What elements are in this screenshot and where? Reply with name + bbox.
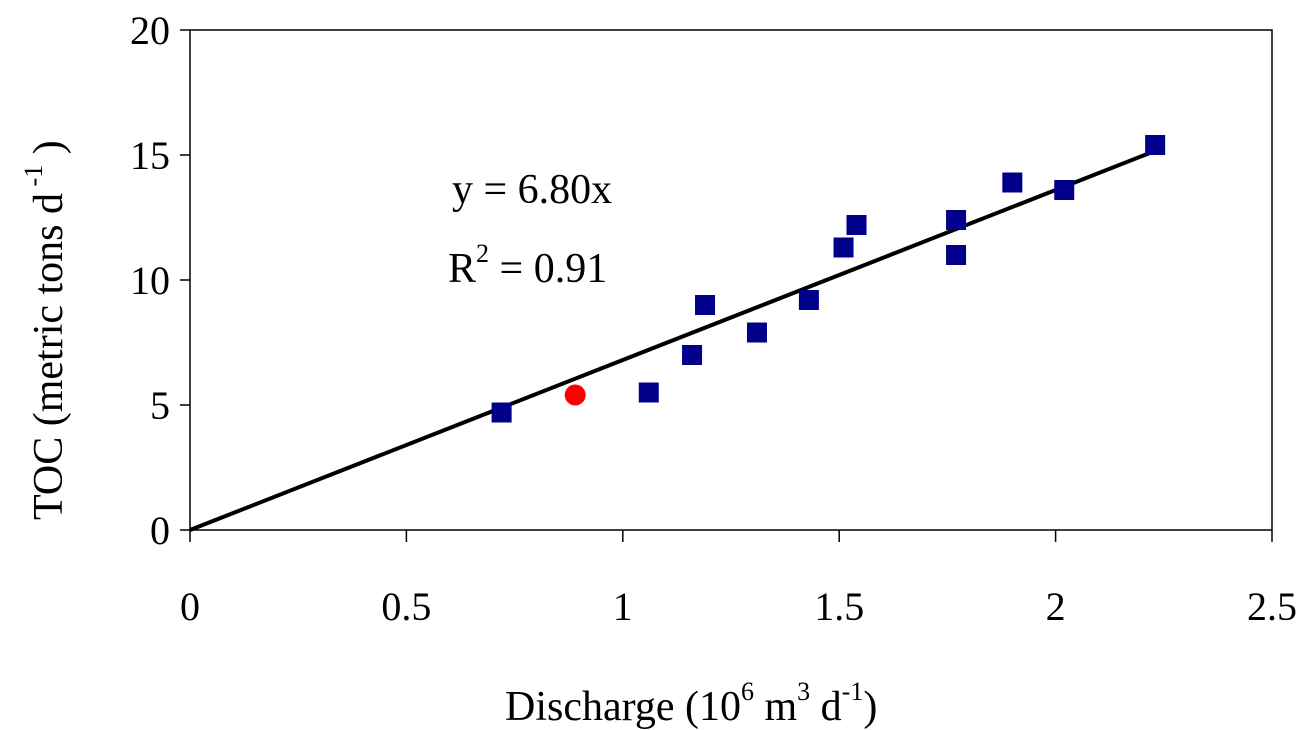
xlabel-prefix: Discharge (10 (505, 684, 741, 730)
x-axis-title: Discharge (106 m3 d-1) (505, 677, 877, 730)
y-tick-label: 10 (130, 258, 170, 303)
data-point-square (946, 245, 967, 265)
y-axis-title: TOC (metric tons d -1 ) (19, 140, 72, 520)
x-tick-label: 2 (1046, 584, 1066, 629)
trendline (189, 149, 1156, 532)
r2-prefix: R (448, 246, 476, 292)
r-squared-annotation: R2 = 0.91 (448, 239, 607, 292)
y-tick-label: 0 (150, 508, 170, 553)
x-tick-label: 1 (613, 584, 633, 629)
data-point-square (1054, 180, 1075, 200)
xlabel-sup-1: 6 (741, 677, 754, 706)
y-tick-label: 5 (150, 383, 170, 428)
data-point-square (746, 322, 767, 343)
y-tick-label: 15 (130, 133, 170, 178)
r2-suffix: = 0.91 (489, 246, 607, 292)
y-tick-label: 20 (130, 8, 170, 53)
data-point-square (798, 290, 819, 310)
xlabel-sup-3: -1 (842, 677, 864, 706)
data-points (491, 135, 1166, 423)
data-point-square (946, 210, 967, 230)
x-tick-label: 1.5 (814, 584, 864, 629)
xlabel-mid-1: m (754, 684, 798, 730)
data-point-square (833, 237, 854, 258)
data-point-square (695, 295, 716, 315)
data-point-square (1002, 172, 1023, 193)
r2-superscript: 2 (476, 239, 489, 268)
x-tick-label: 0.5 (381, 584, 431, 629)
data-point-square (638, 382, 659, 403)
y-axis-ticks: 0 5 10 15 20 (130, 8, 190, 553)
xlabel-mid-2: d (810, 684, 842, 730)
x-axis-ticks: 0 0.5 1 1.5 2 2.5 (180, 530, 1297, 629)
ylabel-prefix: TOC (metric tons d (26, 193, 72, 520)
ylabel-superscript: -1 (19, 165, 48, 193)
data-point-square (682, 345, 703, 365)
x-tick-label: 0 (180, 584, 200, 629)
x-tick-label: 2.5 (1247, 584, 1297, 629)
data-point-square (846, 215, 867, 235)
data-point-square (1145, 135, 1166, 155)
equation-annotation: y = 6.80x (452, 167, 612, 213)
data-point-square (491, 402, 512, 423)
data-point-circle (564, 384, 586, 406)
plot-area (189, 29, 1273, 531)
xlabel-sup-2: 3 (797, 677, 810, 706)
xlabel-suffix: ) (863, 684, 877, 730)
ylabel-suffix: ) (26, 140, 72, 165)
